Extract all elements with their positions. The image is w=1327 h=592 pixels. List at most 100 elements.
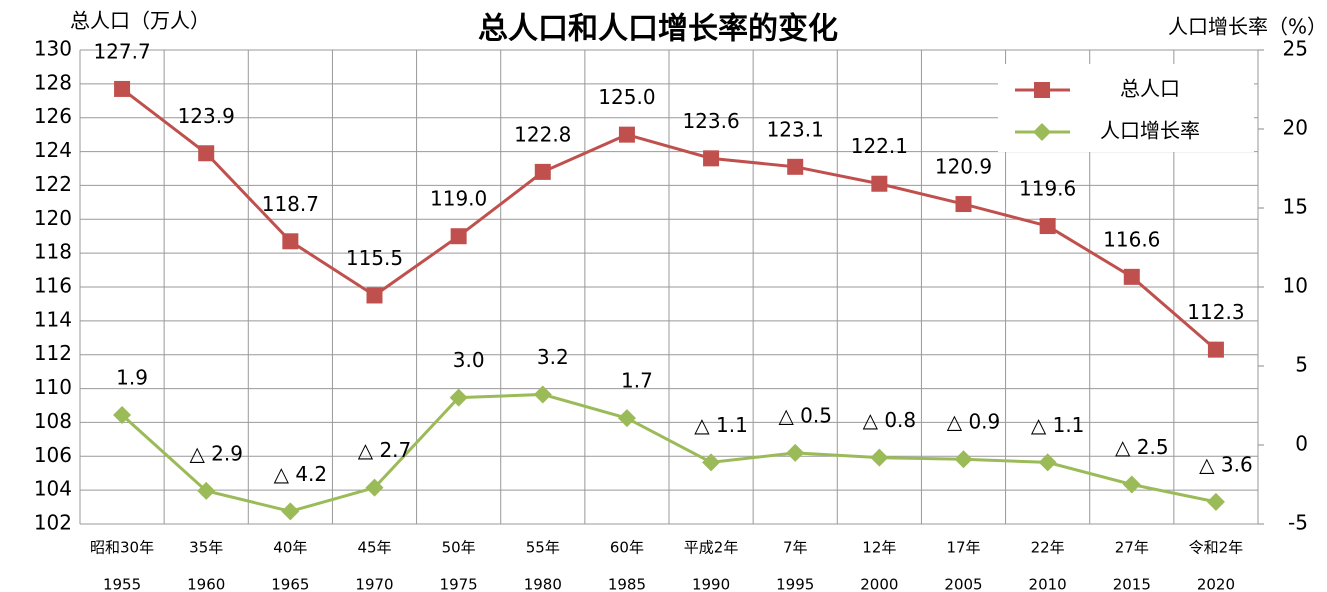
- data-point: [1039, 218, 1056, 235]
- x-year-label: 2020: [1197, 576, 1235, 592]
- x-year-label: 2010: [1029, 576, 1067, 592]
- data-label: 1.9: [116, 365, 148, 389]
- x-year-label: 1970: [355, 576, 393, 592]
- x-tick-label: 50年: [442, 539, 476, 557]
- series-line: [121, 87, 1217, 351]
- x-year-label: 2015: [1113, 576, 1151, 592]
- data-point: [534, 163, 551, 180]
- data-point: [1038, 453, 1057, 472]
- data-label: 1.7: [621, 369, 653, 393]
- y-tick-label: 112: [34, 341, 72, 365]
- x-tick-label: 22年: [1031, 539, 1065, 557]
- data-label: △ 1.1: [694, 413, 748, 437]
- data-point: [365, 478, 384, 497]
- x-tick-label: 17年: [946, 539, 980, 557]
- data-point: [954, 450, 973, 469]
- x-year-label: 1985: [608, 576, 646, 592]
- x-tick-label: 40年: [273, 539, 307, 557]
- y2-tick-label: 5: [1295, 353, 1308, 377]
- y2-tick-label: -5: [1288, 511, 1308, 535]
- data-point: [870, 448, 889, 467]
- data-point: [114, 80, 131, 97]
- data-point: [1207, 341, 1224, 358]
- data-label: 122.1: [851, 134, 908, 158]
- data-point: [1206, 492, 1225, 511]
- data-point: [198, 145, 215, 162]
- y-axis-label: 总人口（万人）: [70, 9, 210, 33]
- x-year-label: 1990: [692, 576, 730, 592]
- data-point: [366, 287, 383, 304]
- x-tick-label: 55年: [526, 539, 560, 557]
- legend-label: 总人口: [1120, 77, 1180, 101]
- data-label: 123.1: [767, 117, 824, 141]
- x-tick-label: 7年: [783, 539, 808, 557]
- data-label: △ 1.1: [1031, 413, 1085, 437]
- y-tick-label: 114: [34, 307, 72, 331]
- data-point: [113, 405, 132, 424]
- data-label: 116.6: [1103, 227, 1160, 251]
- data-point: [703, 150, 720, 167]
- x-year-label: 1965: [271, 576, 309, 592]
- y-tick-label: 106: [34, 443, 72, 467]
- y-tick-label: 124: [34, 138, 72, 162]
- x-year-label: 2005: [944, 576, 982, 592]
- data-label: △ 2.9: [189, 441, 243, 465]
- y-tick-label: 128: [34, 70, 72, 94]
- data-point: [617, 409, 636, 428]
- x-tick-label: 平成2年: [684, 539, 739, 557]
- legend-marker: [1033, 123, 1051, 141]
- data-label: 3.0: [453, 348, 485, 372]
- x-year-label: 1980: [524, 576, 562, 592]
- legend-label: 人口增长率: [1100, 119, 1200, 143]
- x-tick-label: 45年: [357, 539, 391, 557]
- data-point: [786, 443, 805, 462]
- y2-tick-label: 20: [1283, 116, 1308, 140]
- y2-tick-label: 10: [1283, 274, 1308, 298]
- data-label: 122.8: [514, 122, 571, 146]
- data-label: 123.9: [178, 104, 235, 128]
- x-year-label: 2000: [860, 576, 898, 592]
- data-label: △ 2.7: [358, 438, 412, 462]
- x-tick-label: 60年: [610, 539, 644, 557]
- y-tick-label: 118: [34, 240, 72, 264]
- data-label: 119.6: [1019, 177, 1076, 201]
- data-label: 115.5: [346, 246, 403, 270]
- data-point: [450, 228, 467, 245]
- y-tick-label: 130: [34, 37, 72, 61]
- data-label: 112.3: [1187, 300, 1244, 324]
- y-tick-label: 108: [34, 409, 72, 433]
- data-label: 118.7: [262, 192, 319, 216]
- data-point: [281, 502, 300, 521]
- y2-axis-label: 人口增长率（%）: [1168, 15, 1327, 39]
- x-tick-label: 昭和30年: [90, 539, 154, 557]
- data-point: [197, 481, 216, 500]
- x-tick-label: 35年: [189, 539, 223, 557]
- x-year-label: 1960: [187, 576, 225, 592]
- y2-tick-label: 15: [1283, 195, 1308, 219]
- data-label: △ 3.6: [1199, 452, 1253, 476]
- data-point: [618, 126, 635, 143]
- x-year-label: 1955: [103, 576, 141, 592]
- series-line: [121, 392, 1217, 513]
- x-year-label: 1995: [776, 576, 814, 592]
- x-tick-label: 27年: [1115, 539, 1149, 557]
- data-label: 127.7: [93, 39, 150, 63]
- data-label: 125.0: [598, 85, 655, 109]
- data-point: [1123, 268, 1140, 285]
- y-tick-label: 120: [34, 206, 72, 230]
- data-point: [1122, 475, 1141, 494]
- y2-tick-label: 25: [1283, 37, 1308, 61]
- chart-title: 总人口和人口增长率的变化: [478, 12, 838, 47]
- y-tick-label: 110: [34, 375, 72, 399]
- data-point: [533, 385, 552, 404]
- data-label: 3.2: [537, 345, 569, 369]
- data-point: [955, 196, 972, 213]
- data-label: 120.9: [935, 155, 992, 179]
- x-tick-label: 令和2年: [1189, 539, 1244, 557]
- y-tick-label: 104: [34, 477, 72, 501]
- data-point: [787, 158, 804, 175]
- legend-marker: [1034, 82, 1050, 98]
- data-label: 123.6: [682, 109, 739, 133]
- data-label: 119.0: [430, 187, 487, 211]
